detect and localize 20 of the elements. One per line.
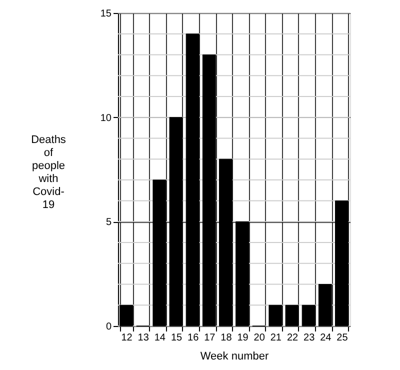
x-tick-label: 18 [220,332,232,344]
x-tick-label: 22 [286,332,298,344]
x-tick-label: 19 [237,332,249,344]
y-tick-label: 5 [106,217,112,228]
x-tick-label: 17 [204,332,216,344]
y-tick-label: 0 [106,322,112,332]
x-tick-label: 21 [270,332,282,344]
x-tick-label: 23 [304,332,316,344]
x-tick-label: 25 [336,332,348,344]
y-axis-title: Deaths of people with Covid-19 [31,134,66,211]
x-tick-label: 13 [138,332,150,344]
y-tick-label: 10 [100,112,112,124]
x-axis-title: Week number [200,350,269,362]
x-tick-label: 14 [154,332,166,344]
x-tick-label: 16 [188,332,200,344]
x-tick-label: 24 [320,332,332,344]
x-tick-label: 15 [170,332,182,344]
x-tick-label: 12 [121,332,133,344]
y-tick-label: 15 [100,8,112,20]
x-tick-label: 20 [254,332,266,344]
